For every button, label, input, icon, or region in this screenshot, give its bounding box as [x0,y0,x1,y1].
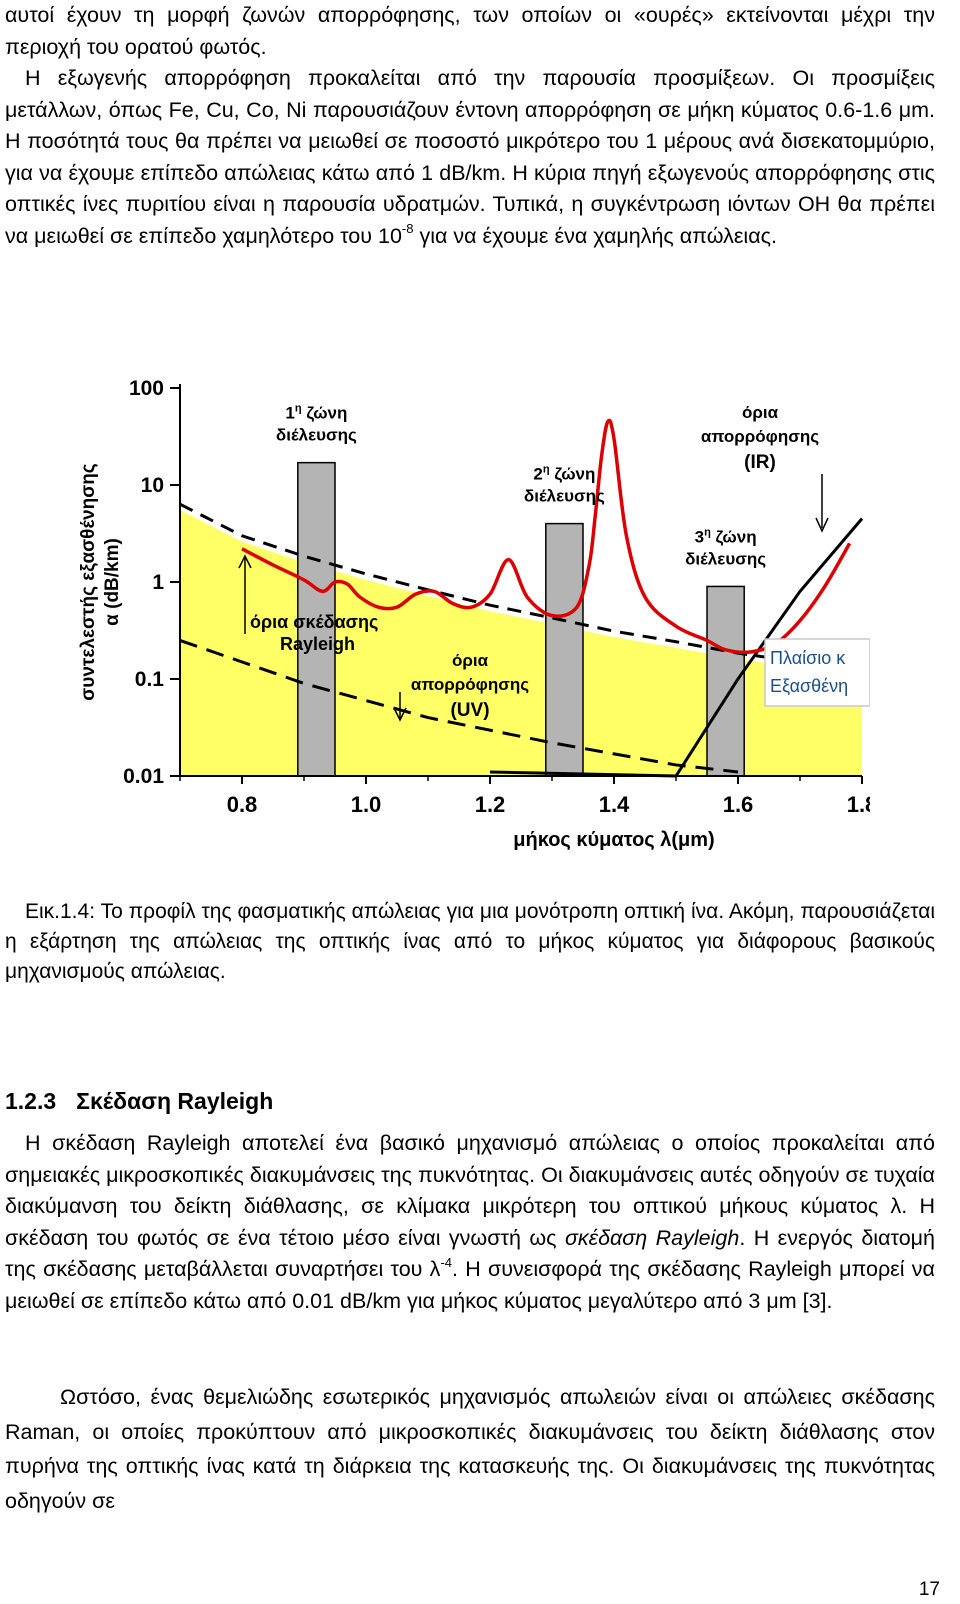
info-box-line2: Εξασθένη [770,676,848,696]
y-tick-label: 1 [152,571,164,594]
y-tick-label: 0.01 [123,765,164,788]
info-box [764,638,870,707]
rayleigh-text-c: . Η συνεισφορά της σκέδασης Rayleigh μπο… [5,1257,935,1313]
uv-arrowhead [393,707,407,722]
band-label-line2: διέλευσης [524,487,605,506]
rayleigh-text-b: . Η ενεργός διατομή της σκέδασης μεταβάλ… [5,1225,935,1282]
band-label-number: 2 [533,465,542,484]
y-axis-label-line1: συντελεστής εξασθένησης [78,463,99,700]
ir-absorption-line [674,517,864,777]
paragraph-raman: Ωστόσο, ένας θεμελιώδης εσωτερικός μηχαν… [5,1385,935,1513]
x-tick-label: 1.6 [723,792,754,817]
rayleigh-label-2: Rayleigh [280,634,355,654]
paragraph-extrinsic-absorption: Η εξωγενής απορρόφηση προκαλείται από τη… [5,63,935,252]
exponent: -8 [401,221,414,237]
band-label-sup: η [543,464,550,476]
absorption-floor-line [489,770,677,778]
paragraph-rayleigh: Η σκέδαση Rayleigh αποτελεί ένα βασικό μ… [5,1128,935,1317]
transmission-band-3 [706,585,745,777]
band-label-line2: διέλευσης [685,549,766,568]
x-tick-label: 1.0 [351,792,382,817]
lambda-exponent: -4 [440,1254,452,1270]
uv-label-1: όρια [452,651,489,670]
uv-label-2: απορρόφησης [411,675,529,694]
rayleigh-text-a: Η σκέδαση Rayleigh αποτελεί ένα βασικό μ… [5,1131,935,1250]
paragraph-extrinsic-end: για να έχουμε ένα χαμηλής απώλειας. [413,223,777,248]
section-heading: 1.2.3 Σκέδαση Rayleigh [5,1088,273,1115]
band-label-number: 3 [695,527,704,546]
y-tick-label: 10 [141,474,164,497]
ir-label-1: όρια [742,403,779,422]
paragraph-extrinsic-text: Η εξωγενής απορρόφηση προκαλείται από τη… [5,66,935,248]
band-label-sup: η [704,526,711,538]
rayleigh-arrowhead [238,554,252,569]
rayleigh-italic-term: σκέδαση Rayleigh [564,1225,740,1250]
uv-label-3: (UV) [450,700,489,721]
rayleigh-label-1: όρια σκέδασης [250,612,378,632]
y-axis-label-line2: α (dB/km) [102,538,123,626]
y-tick-label: 0.1 [135,668,165,691]
band-label-line2: διέλευσης [276,426,357,445]
y-tick-label: 100 [129,377,164,400]
x-tick-label: 1.2 [475,792,506,817]
x-tick-label: 0.8 [227,792,258,817]
paragraph-intro-continued: αυτοί έχουν τη μορφή ζωνών απορρόφησης, … [5,3,935,59]
rayleigh-limit-line [179,502,863,675]
x-axis-label: μήκος κύματος λ(μm) [513,829,714,851]
ir-label-3: (IR) [744,452,776,473]
band-label-word: ζώνη [302,404,348,423]
band-label-sup: η [295,403,302,415]
rayleigh-region [180,510,862,776]
x-tick-label: 1.4 [599,792,630,817]
page-number: 17 [918,1579,940,1600]
uv-absorption-line [179,638,739,774]
band-label-1: 1η ζώνη [285,403,347,423]
transmission-band-2 [545,522,584,777]
ir-arrowhead [815,517,829,533]
measured-loss-curve [241,418,852,655]
band-label-3: 3η ζώνη [695,526,757,546]
band-label-word: ζώνη [711,527,757,546]
band-label-number: 1 [285,404,294,423]
x-tick-label: 1.8 [847,792,870,817]
figure-caption: Εικ.1.4: Το προφίλ της φασματικής απώλει… [5,900,935,983]
info-box-line1: Πλαίσιο κ [770,648,846,668]
band-label-2: 2η ζώνη [533,464,595,484]
section-title: Σκέδαση Rayleigh [76,1088,274,1114]
section-number: 1.2.3 [5,1088,57,1114]
ir-label-2: απορρόφησης [701,427,819,446]
band-label-word: ζώνη [550,465,596,484]
